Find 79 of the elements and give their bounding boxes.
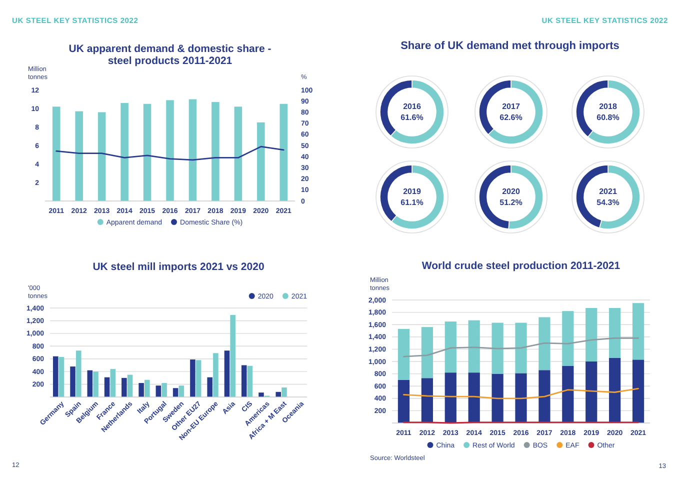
- text: 2021: [599, 187, 618, 196]
- data-label: 61.1%: [400, 198, 424, 207]
- bar: [104, 377, 110, 397]
- bar: [398, 380, 410, 423]
- text: 2020: [502, 187, 520, 196]
- data-label: 60.8%: [596, 113, 620, 122]
- data-label: 54.3%: [596, 198, 620, 207]
- bar: [468, 320, 480, 373]
- bar: [282, 387, 287, 397]
- text: Share of UK demand met through imports: [400, 40, 620, 52]
- chart-title: World crude steel production 2011-2021: [422, 260, 620, 272]
- bar: [468, 372, 480, 423]
- chart-title: UK apparent demand & domestic share - steel products 2011-2021: [68, 43, 272, 67]
- bar: [586, 308, 598, 362]
- bar: [58, 356, 64, 397]
- bar: [143, 104, 152, 201]
- bar: [75, 111, 83, 201]
- text: 2016: [403, 102, 422, 111]
- bar: [515, 373, 527, 423]
- bar: [421, 327, 433, 378]
- bar: [70, 366, 76, 397]
- bar: [144, 380, 150, 397]
- bar: [515, 322, 527, 374]
- line-series: [403, 337, 639, 358]
- bar: [257, 122, 265, 201]
- bar: [609, 308, 621, 358]
- bar: [178, 386, 184, 397]
- bar: [444, 322, 456, 373]
- bar: [122, 378, 127, 397]
- data-label: 61.6%: [400, 113, 424, 122]
- bar: [93, 372, 98, 397]
- bar: [230, 314, 236, 397]
- bar: [224, 350, 230, 397]
- text: 2018: [599, 102, 618, 111]
- bar: [562, 311, 574, 366]
- bar: [172, 388, 178, 397]
- bar: [162, 383, 167, 397]
- bar: [632, 360, 644, 423]
- bar: [562, 366, 574, 423]
- bar: [166, 100, 174, 201]
- bar: [127, 374, 133, 397]
- bar: [258, 392, 264, 397]
- chart-title: UK steel mill imports 2021 vs 2020: [92, 261, 264, 273]
- bar: [52, 106, 60, 201]
- text: 2017: [502, 102, 520, 111]
- text: 2019: [403, 187, 422, 196]
- bar: [138, 383, 144, 397]
- bar: [213, 353, 218, 397]
- bar: [196, 360, 202, 397]
- bar: [53, 356, 58, 397]
- bar: [276, 392, 282, 397]
- bar: [492, 374, 504, 423]
- bar: [398, 328, 410, 380]
- bar: [492, 322, 504, 374]
- data-label: 62.6%: [500, 113, 522, 122]
- bar: [247, 366, 253, 397]
- bar: [188, 99, 197, 201]
- bar: [586, 362, 598, 423]
- bar: [444, 372, 456, 423]
- bar: [98, 112, 106, 201]
- bar: [538, 370, 550, 423]
- bar: [538, 317, 550, 370]
- bar: [280, 104, 288, 201]
- bar: [120, 102, 128, 201]
- bar: [632, 303, 644, 360]
- bar: [241, 365, 247, 397]
- bar: [421, 378, 433, 423]
- bar: [76, 350, 82, 397]
- bar: [87, 370, 93, 397]
- bar: [609, 358, 621, 423]
- bar: [110, 369, 116, 397]
- bar: [234, 106, 242, 201]
- bar: [207, 377, 212, 397]
- bar: [156, 386, 162, 397]
- bar: [212, 102, 220, 201]
- line-series: [56, 146, 284, 161]
- data-label: 51.2%: [500, 198, 522, 207]
- bar: [190, 359, 196, 397]
- line-series: [403, 388, 639, 400]
